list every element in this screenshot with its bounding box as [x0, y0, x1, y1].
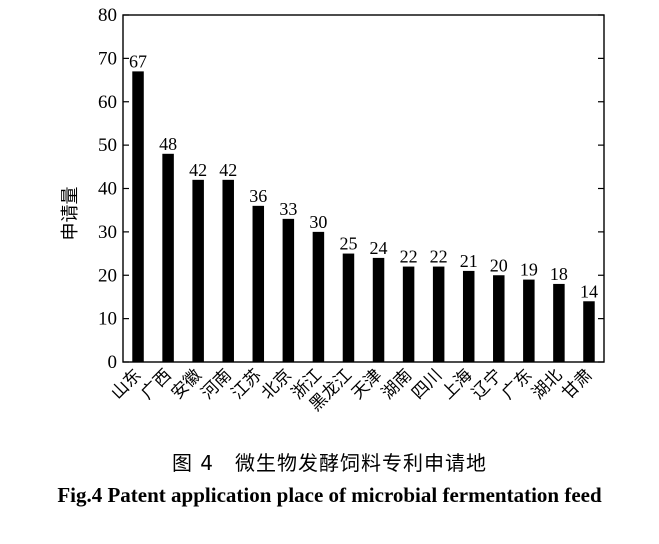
category-label: 河南 [198, 365, 236, 403]
figure-caption-en: Fig.4 Patent application place of microb… [57, 483, 602, 507]
bar [553, 283, 565, 362]
data-label: 19 [520, 260, 538, 280]
category-label: 辽宁 [468, 365, 506, 403]
bar [312, 231, 325, 362]
bar [342, 253, 355, 362]
data-label: 18 [550, 264, 568, 284]
category-label: 广东 [498, 365, 536, 403]
category-label: 安徽 [168, 365, 206, 403]
data-label: 36 [249, 186, 267, 206]
category-label: 北京 [258, 365, 296, 403]
y-tick-label: 0 [108, 352, 118, 373]
bar [372, 257, 385, 362]
y-tick-label: 50 [98, 135, 117, 156]
y-tick-label: 80 [98, 5, 117, 26]
data-label: 14 [580, 281, 598, 301]
y-tick-label: 40 [98, 179, 117, 200]
category-label: 湖南 [378, 365, 416, 403]
bar [432, 266, 445, 362]
bar [132, 71, 144, 362]
bars [132, 71, 595, 362]
data-label: 20 [490, 255, 508, 275]
bar [583, 301, 595, 362]
category-label: 四川 [408, 365, 446, 403]
bar [523, 279, 535, 362]
category-label: 广西 [137, 365, 175, 403]
bar [162, 153, 174, 362]
figure-caption-cn: 图 4 微生物发酵饲料专利申请地 [171, 451, 488, 475]
bar-chart: 0102030405060708067山东48广西42安徽42河南36江苏33北… [60, 5, 605, 416]
data-label: 33 [279, 199, 297, 219]
bar [462, 270, 475, 362]
y-axis-title: 申请量 [60, 187, 81, 241]
bar [252, 205, 265, 362]
y-tick-label: 30 [98, 222, 117, 243]
y-tick-label: 10 [98, 309, 117, 330]
category-label: 天津 [348, 365, 386, 403]
bar [222, 179, 234, 362]
data-label: 42 [219, 160, 237, 180]
data-label: 22 [400, 247, 418, 267]
data-label: 21 [460, 251, 478, 271]
bar [402, 266, 415, 362]
data-label: 24 [370, 238, 388, 258]
bar [493, 275, 505, 362]
category-label: 上海 [438, 365, 476, 403]
y-tick-label: 60 [98, 92, 117, 113]
data-label: 67 [129, 51, 147, 71]
data-label: 48 [159, 134, 177, 154]
y-tick-label: 20 [98, 265, 117, 286]
bar [192, 179, 204, 362]
data-label: 42 [189, 160, 207, 180]
y-tick-label: 70 [98, 48, 117, 69]
category-label: 湖北 [528, 365, 566, 403]
category-label: 甘肃 [558, 365, 596, 403]
data-label: 30 [309, 212, 327, 232]
data-label: 22 [430, 247, 448, 267]
bar [282, 218, 295, 362]
data-label: 25 [339, 234, 357, 254]
category-label: 江苏 [228, 365, 266, 403]
